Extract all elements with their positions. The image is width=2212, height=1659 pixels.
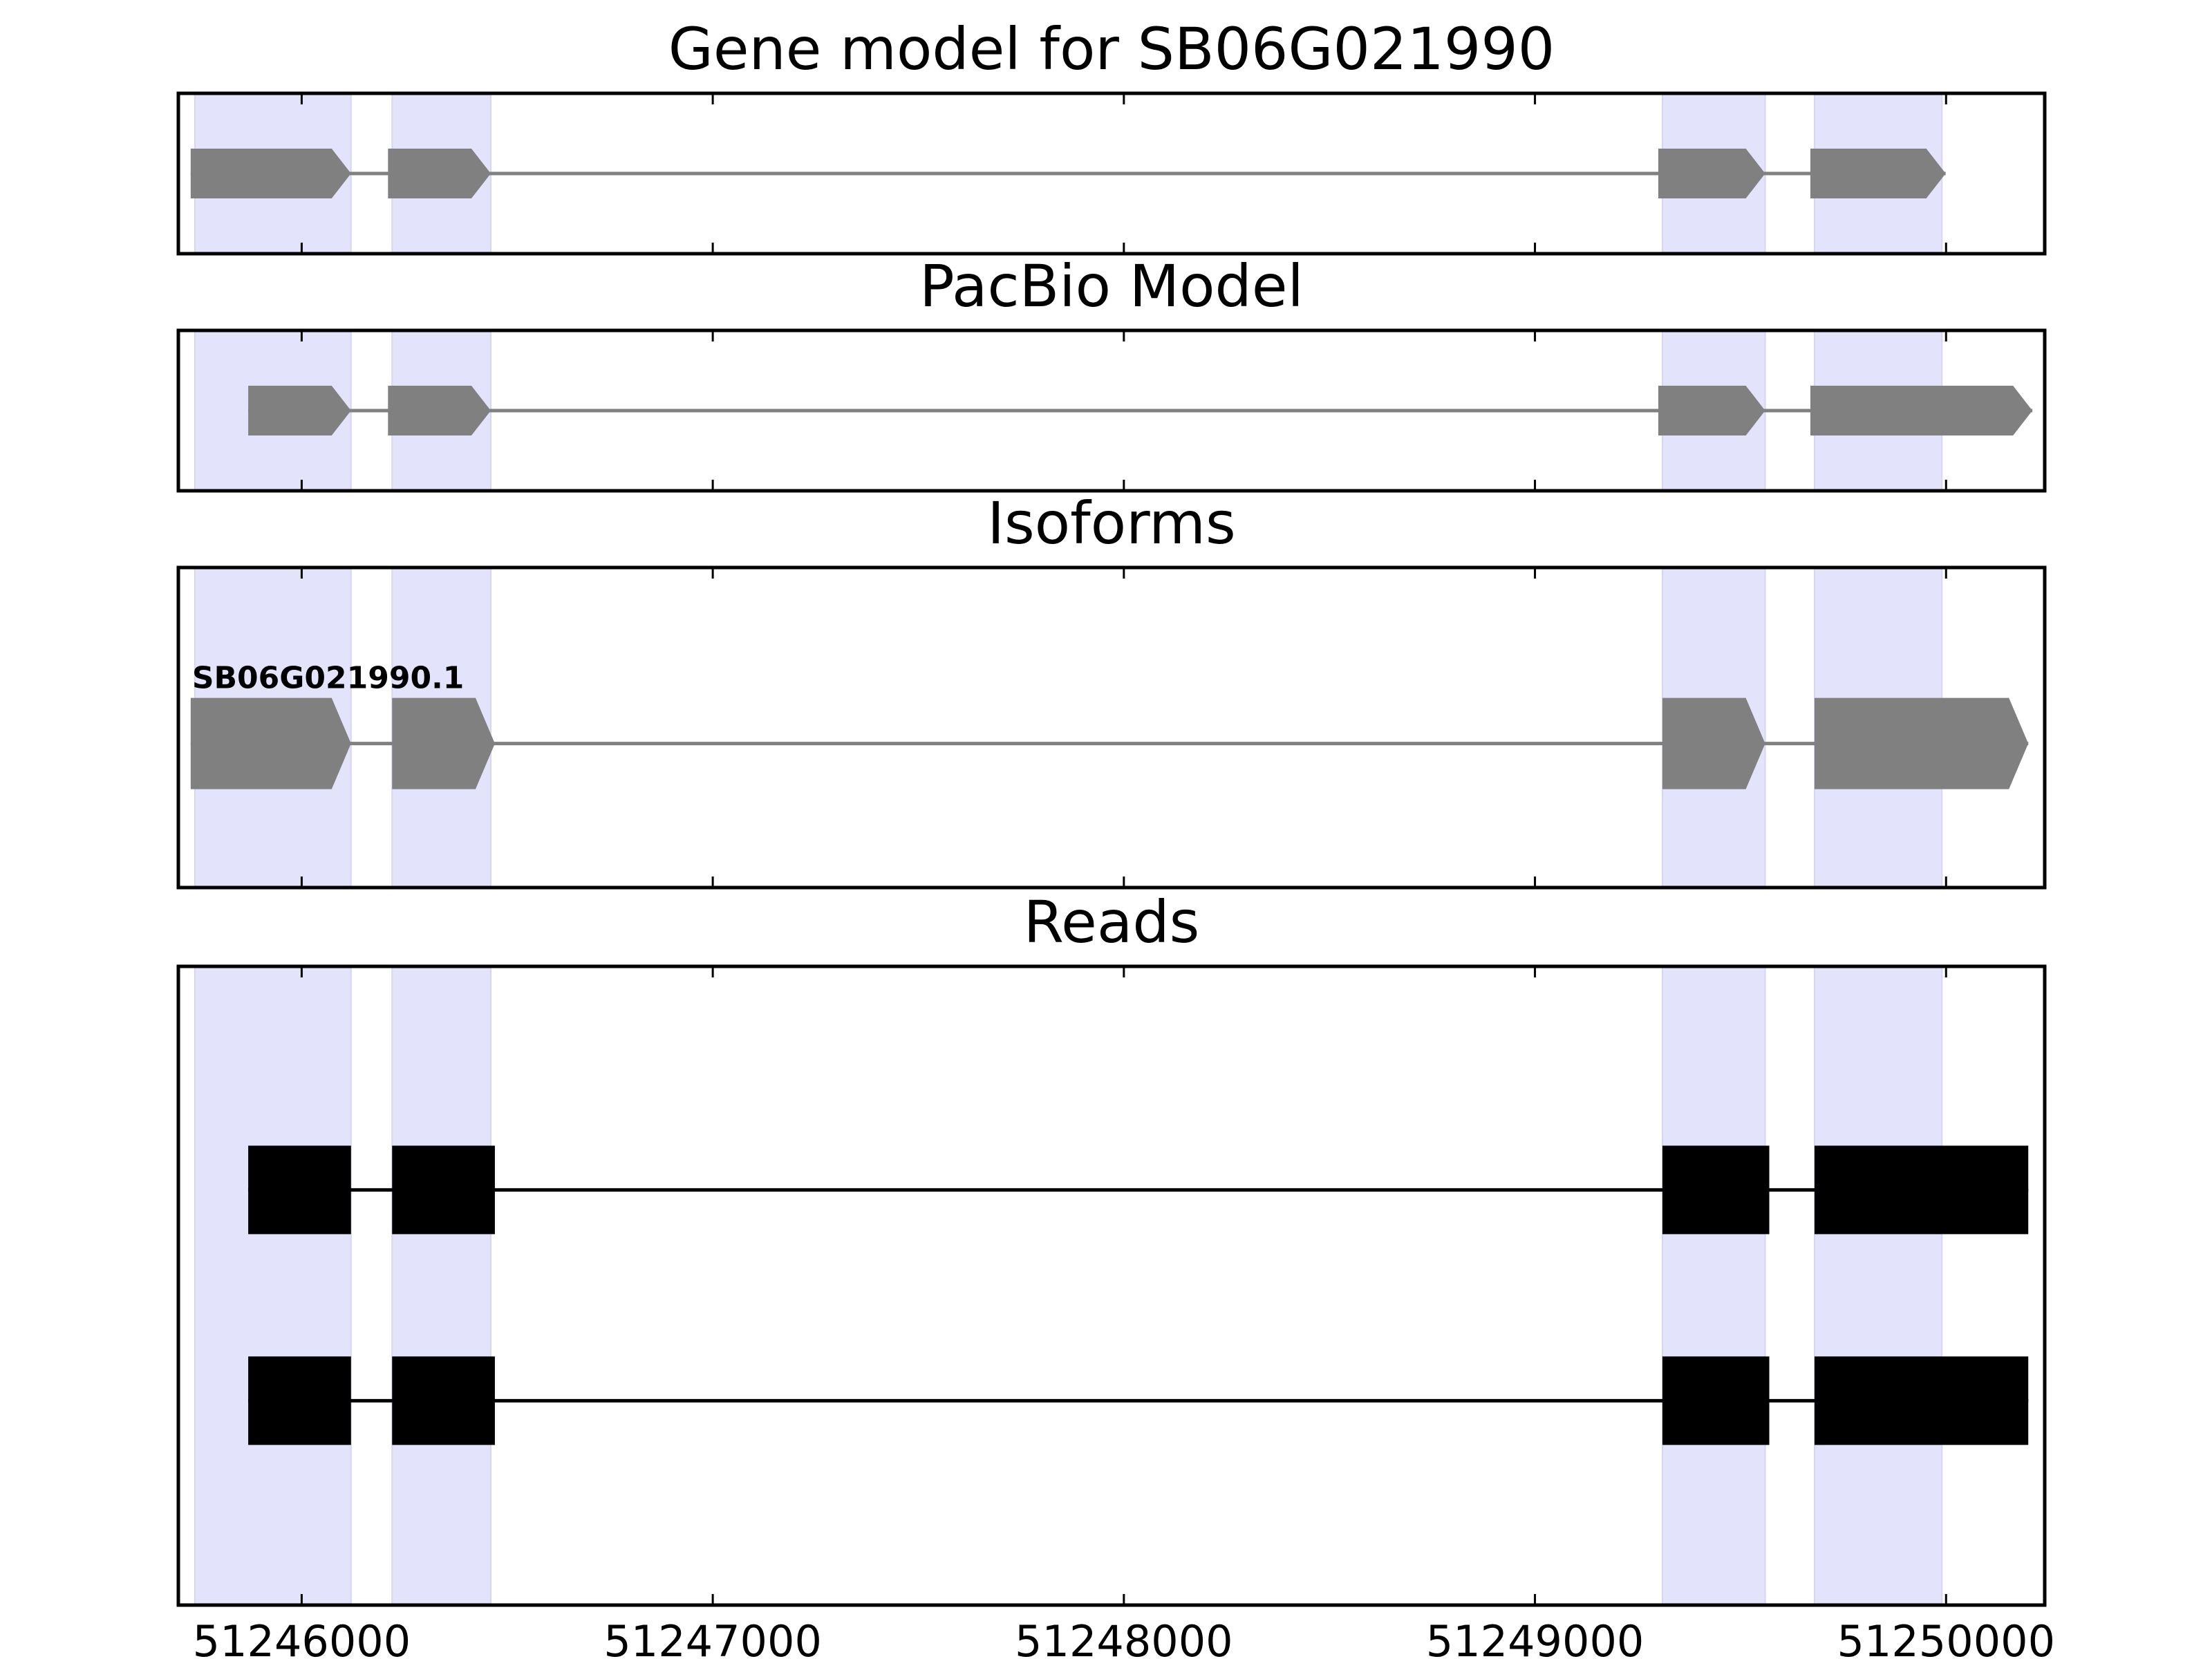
exon-arrow <box>190 149 351 198</box>
exon-arrow <box>1810 149 1946 198</box>
read-exon-block <box>1814 1145 2029 1235</box>
panel-frame <box>176 328 2047 493</box>
read-exon-block <box>1662 1356 1770 1445</box>
x-tick-label: 51249000 <box>1426 1616 1644 1659</box>
exon-arrow <box>392 697 495 789</box>
read-exon-block <box>392 1145 495 1235</box>
highlight-region <box>1661 966 1766 1606</box>
exon-arrow <box>1662 697 1765 789</box>
exon-arrow <box>248 386 351 435</box>
read-exon-block <box>392 1356 495 1445</box>
x-tick-label: 51248000 <box>1015 1616 1233 1659</box>
x-tick-label: 51246000 <box>193 1616 411 1659</box>
read-exon-block <box>248 1356 351 1445</box>
x-tick-label: 51247000 <box>603 1616 822 1659</box>
highlight-region <box>1813 966 1943 1606</box>
panel-frame <box>176 91 2047 256</box>
highlight-region <box>194 966 352 1606</box>
panel-title: Isoforms <box>987 489 1236 557</box>
panel-frame <box>176 964 2047 1607</box>
read-exon-block <box>248 1145 351 1235</box>
exon-arrow <box>388 149 491 198</box>
read-exon-block <box>1662 1145 1770 1235</box>
isoform-label: SB06G021990.1 <box>192 661 465 696</box>
read-exon-block <box>1814 1356 2029 1445</box>
x-tick-label: 51250000 <box>1837 1616 2055 1659</box>
panel-title: Gene model for SB06G021990 <box>668 15 1555 83</box>
exon-arrow <box>190 697 351 789</box>
panel-frame <box>176 565 2047 890</box>
exon-arrow <box>388 386 491 435</box>
exon-arrow <box>1814 697 2029 789</box>
panel-title: Reads <box>1024 888 1200 956</box>
exon-arrow <box>1658 386 1765 435</box>
panel-title: PacBio Model <box>919 252 1304 320</box>
highlight-region <box>391 966 491 1606</box>
exon-arrow <box>1658 149 1765 198</box>
exon-arrow <box>1810 386 2033 435</box>
